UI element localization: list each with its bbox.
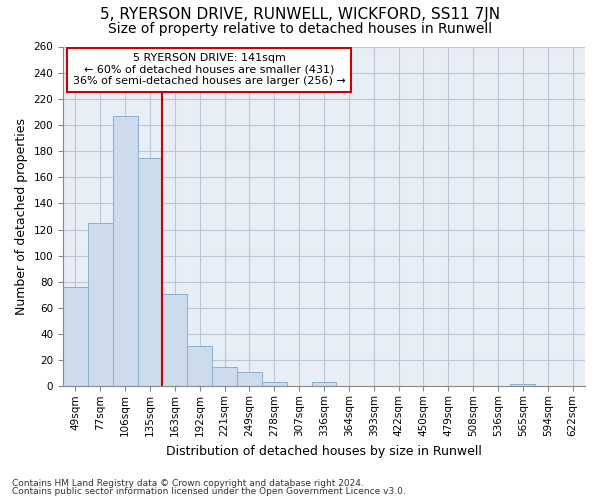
Bar (163, 294, 187, 386)
Text: 5 RYERSON DRIVE: 141sqm
← 60% of detached houses are smaller (431)
36% of semi-d: 5 RYERSON DRIVE: 141sqm ← 60% of detache… (73, 54, 346, 86)
Text: 5, RYERSON DRIVE, RUNWELL, WICKFORD, SS11 7JN: 5, RYERSON DRIVE, RUNWELL, WICKFORD, SS1… (100, 8, 500, 22)
Bar (187, 346, 212, 387)
Text: Contains public sector information licensed under the Open Government Licence v3: Contains public sector information licen… (12, 487, 406, 496)
Bar (88, 223, 113, 386)
Bar (262, 382, 287, 386)
Bar (137, 158, 163, 386)
Bar (311, 382, 337, 386)
Bar (511, 384, 535, 386)
Bar (113, 116, 137, 386)
Text: Size of property relative to detached houses in Runwell: Size of property relative to detached ho… (108, 22, 492, 36)
X-axis label: Distribution of detached houses by size in Runwell: Distribution of detached houses by size … (166, 444, 482, 458)
Bar (237, 372, 262, 386)
Y-axis label: Number of detached properties: Number of detached properties (15, 118, 28, 315)
Bar (63, 287, 88, 386)
Bar (212, 367, 237, 386)
Text: Contains HM Land Registry data © Crown copyright and database right 2024.: Contains HM Land Registry data © Crown c… (12, 478, 364, 488)
